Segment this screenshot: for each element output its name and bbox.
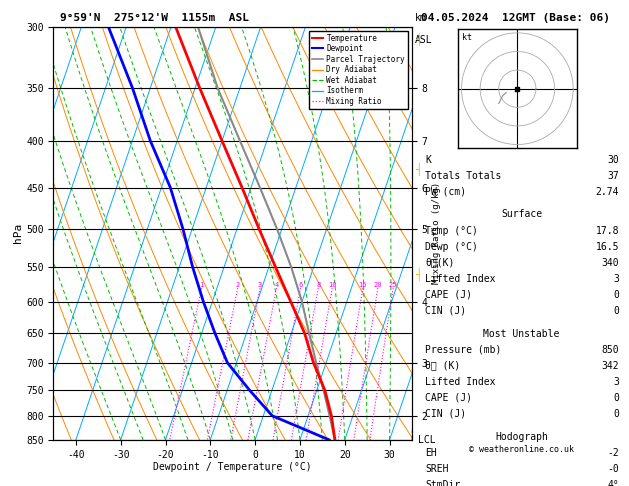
Text: Temp (°C): Temp (°C) bbox=[425, 226, 478, 236]
Text: Totals Totals: Totals Totals bbox=[425, 171, 501, 181]
Text: 4: 4 bbox=[274, 282, 279, 288]
Text: ┤: ┤ bbox=[415, 33, 422, 46]
Text: -2: -2 bbox=[607, 448, 619, 458]
Text: 25: 25 bbox=[389, 282, 398, 288]
Text: CIN (J): CIN (J) bbox=[425, 409, 466, 419]
Text: ASL: ASL bbox=[415, 35, 433, 46]
Text: SREH: SREH bbox=[425, 464, 448, 474]
Text: Dewp (°C): Dewp (°C) bbox=[425, 242, 478, 252]
Text: 1: 1 bbox=[199, 282, 204, 288]
Text: 9°59'N  275°12'W  1155m  ASL: 9°59'N 275°12'W 1155m ASL bbox=[60, 13, 248, 23]
Text: EH: EH bbox=[425, 448, 437, 458]
Text: PW (cm): PW (cm) bbox=[425, 187, 466, 197]
Text: 850: 850 bbox=[601, 345, 619, 355]
Text: θᴇ(K): θᴇ(K) bbox=[425, 258, 455, 268]
X-axis label: Dewpoint / Temperature (°C): Dewpoint / Temperature (°C) bbox=[153, 462, 312, 472]
Text: CAPE (J): CAPE (J) bbox=[425, 393, 472, 403]
Text: Hodograph: Hodograph bbox=[495, 432, 548, 442]
Text: 3: 3 bbox=[613, 274, 619, 284]
Y-axis label: Mixing Ratio (g/kg): Mixing Ratio (g/kg) bbox=[431, 182, 441, 284]
Text: 0: 0 bbox=[613, 306, 619, 316]
Text: StmDir: StmDir bbox=[425, 480, 460, 486]
Text: Most Unstable: Most Unstable bbox=[483, 329, 560, 339]
Text: km: km bbox=[415, 13, 427, 23]
Text: Lifted Index: Lifted Index bbox=[425, 377, 496, 387]
Text: 4°: 4° bbox=[607, 480, 619, 486]
Text: 0: 0 bbox=[613, 393, 619, 403]
Text: 16: 16 bbox=[359, 282, 367, 288]
Text: ┤: ┤ bbox=[415, 163, 422, 176]
Text: CIN (J): CIN (J) bbox=[425, 306, 466, 316]
Legend: Temperature, Dewpoint, Parcel Trajectory, Dry Adiabat, Wet Adiabat, Isotherm, Mi: Temperature, Dewpoint, Parcel Trajectory… bbox=[309, 31, 408, 109]
Text: Pressure (mb): Pressure (mb) bbox=[425, 345, 501, 355]
Text: K: K bbox=[425, 155, 431, 165]
Text: ┤: ┤ bbox=[415, 268, 422, 281]
Text: kt: kt bbox=[462, 33, 472, 42]
Text: 0: 0 bbox=[613, 290, 619, 300]
Text: θᴇ (K): θᴇ (K) bbox=[425, 361, 460, 371]
Text: 04.05.2024  12GMT (Base: 06): 04.05.2024 12GMT (Base: 06) bbox=[421, 13, 610, 23]
Text: 3: 3 bbox=[613, 377, 619, 387]
Text: 20: 20 bbox=[374, 282, 382, 288]
Text: 6: 6 bbox=[298, 282, 303, 288]
Text: 342: 342 bbox=[601, 361, 619, 371]
Text: 8: 8 bbox=[316, 282, 320, 288]
Text: 30: 30 bbox=[607, 155, 619, 165]
Text: 340: 340 bbox=[601, 258, 619, 268]
Y-axis label: hPa: hPa bbox=[13, 223, 23, 243]
Text: 2: 2 bbox=[235, 282, 240, 288]
Text: LCL: LCL bbox=[418, 435, 435, 445]
Text: 37: 37 bbox=[607, 171, 619, 181]
Text: 0: 0 bbox=[613, 409, 619, 419]
Text: © weatheronline.co.uk: © weatheronline.co.uk bbox=[469, 445, 574, 454]
Text: 10: 10 bbox=[328, 282, 337, 288]
Text: CAPE (J): CAPE (J) bbox=[425, 290, 472, 300]
Text: Lifted Index: Lifted Index bbox=[425, 274, 496, 284]
Text: Surface: Surface bbox=[501, 209, 542, 220]
Text: 3: 3 bbox=[258, 282, 262, 288]
Text: 2.74: 2.74 bbox=[596, 187, 619, 197]
Text: 16.5: 16.5 bbox=[596, 242, 619, 252]
Text: -0: -0 bbox=[607, 464, 619, 474]
Text: 17.8: 17.8 bbox=[596, 226, 619, 236]
